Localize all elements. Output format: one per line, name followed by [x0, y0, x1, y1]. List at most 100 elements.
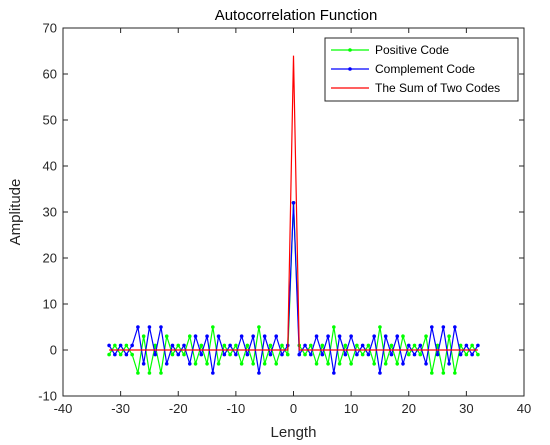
- data-point: [378, 325, 382, 329]
- data-point: [176, 343, 181, 348]
- data-point: [205, 362, 209, 366]
- data-point: [107, 352, 111, 357]
- data-point: [199, 352, 204, 357]
- data-point: [476, 352, 480, 357]
- data-point: [458, 352, 463, 357]
- legend-item: Positive Code: [331, 43, 449, 57]
- legend-label: Complement Code: [375, 62, 475, 76]
- x-tick-label: -30: [111, 401, 130, 416]
- x-tick-label: 20: [402, 401, 416, 416]
- legend-item: Complement Code: [331, 62, 475, 76]
- y-tick-label: 20: [43, 251, 57, 266]
- data-point: [430, 371, 434, 375]
- data-point: [320, 343, 325, 348]
- data-point: [147, 325, 152, 329]
- data-point: [297, 352, 302, 357]
- data-point: [337, 362, 342, 366]
- series-line: [109, 55, 478, 351]
- data-point: [378, 371, 382, 375]
- data-point: [182, 343, 186, 348]
- data-point: [251, 334, 255, 339]
- y-tick-label: 40: [43, 159, 57, 174]
- data-point: [239, 362, 244, 366]
- series-1: [107, 201, 480, 375]
- data-point: [147, 371, 152, 375]
- y-tick-label: 10: [43, 297, 57, 312]
- data-point: [124, 343, 129, 348]
- data-point: [383, 362, 388, 366]
- data-point: [360, 352, 365, 357]
- data-point: [453, 371, 457, 375]
- data-point: [441, 371, 446, 375]
- data-point: [245, 352, 250, 357]
- data-point: [113, 352, 117, 357]
- data-point: [187, 362, 192, 366]
- data-point: [268, 352, 273, 357]
- data-point: [395, 334, 400, 339]
- data-point: [476, 343, 480, 348]
- data-point: [130, 352, 134, 357]
- data-point: [430, 325, 434, 329]
- ticks-layer: -40 -30 -20 -10 0 10 20 30 40 -10 0 10 20 30 40 50 60 70: [38, 21, 531, 417]
- data-point: [389, 343, 394, 348]
- x-tick-label: -40: [54, 401, 73, 416]
- data-point: [199, 343, 204, 348]
- data-point: [153, 352, 157, 357]
- y-tick-label: 70: [43, 21, 57, 36]
- y-tick-label: 60: [43, 67, 57, 82]
- data-point: [435, 352, 440, 357]
- legend: Positive Code Complement Code The Sum of T…: [324, 37, 519, 102]
- y-tick-label: 50: [43, 113, 57, 128]
- data-point: [164, 334, 169, 339]
- data-point: [211, 325, 215, 329]
- data-point: [337, 334, 342, 339]
- x-axis-title: Length: [271, 424, 317, 441]
- data-point: [401, 362, 405, 366]
- data-point: [285, 352, 290, 357]
- data-point: [383, 334, 388, 339]
- data-point: [343, 352, 348, 357]
- data-point: [274, 334, 279, 339]
- data-point: [355, 352, 359, 357]
- series-2: [107, 201, 480, 375]
- data-point: [205, 334, 209, 339]
- data-point: [332, 371, 336, 375]
- data-point: [239, 334, 244, 339]
- data-point: [395, 362, 400, 366]
- data-point: [435, 343, 440, 348]
- data-point: [159, 371, 163, 375]
- data-point: [153, 343, 157, 348]
- data-point: [308, 352, 313, 357]
- data-point: [447, 362, 451, 366]
- series-layer: [107, 55, 480, 375]
- data-point: [366, 343, 371, 348]
- data-point: [291, 201, 296, 205]
- data-point: [372, 334, 376, 339]
- x-tick-label: -20: [169, 401, 188, 416]
- data-point: [130, 343, 134, 348]
- data-point: [458, 343, 463, 348]
- data-point: [401, 334, 405, 339]
- data-point: [303, 343, 307, 348]
- data-point: [470, 343, 474, 348]
- data-point: [424, 362, 428, 366]
- data-point: [320, 352, 325, 357]
- data-point: [245, 343, 250, 348]
- data-point: [136, 325, 140, 329]
- data-point: [228, 352, 232, 357]
- data-point: [360, 343, 365, 348]
- legend-marker: [348, 48, 352, 52]
- data-point: [262, 362, 267, 366]
- data-point: [343, 343, 348, 348]
- x-tick-label: -10: [226, 401, 245, 416]
- data-point: [159, 325, 163, 329]
- data-point: [228, 343, 232, 348]
- data-point: [314, 362, 319, 366]
- data-point: [222, 352, 227, 357]
- data-point: [176, 352, 181, 357]
- data-point: [418, 343, 423, 348]
- data-point: [308, 343, 313, 348]
- x-tick-label: 0: [290, 401, 297, 416]
- data-point: [355, 343, 359, 348]
